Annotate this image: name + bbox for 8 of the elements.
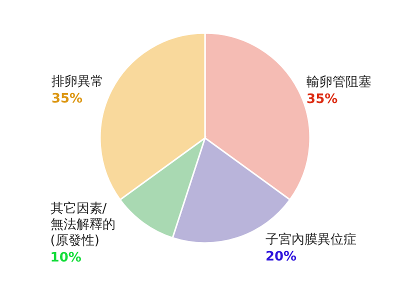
slice-label: 排卵異常 bbox=[51, 74, 104, 90]
slice-label: 其它因素/ 無法解釋的 (原發性) bbox=[50, 200, 116, 248]
data-label: 10% bbox=[50, 250, 82, 266]
slice-label: 輸卵管阻塞 bbox=[306, 74, 372, 90]
data-label: 35% bbox=[306, 92, 338, 107]
data-label: 20% bbox=[265, 249, 297, 264]
data-label: 35% bbox=[51, 91, 83, 106]
slice-label: 子宮內膜異位症 bbox=[265, 231, 356, 248]
